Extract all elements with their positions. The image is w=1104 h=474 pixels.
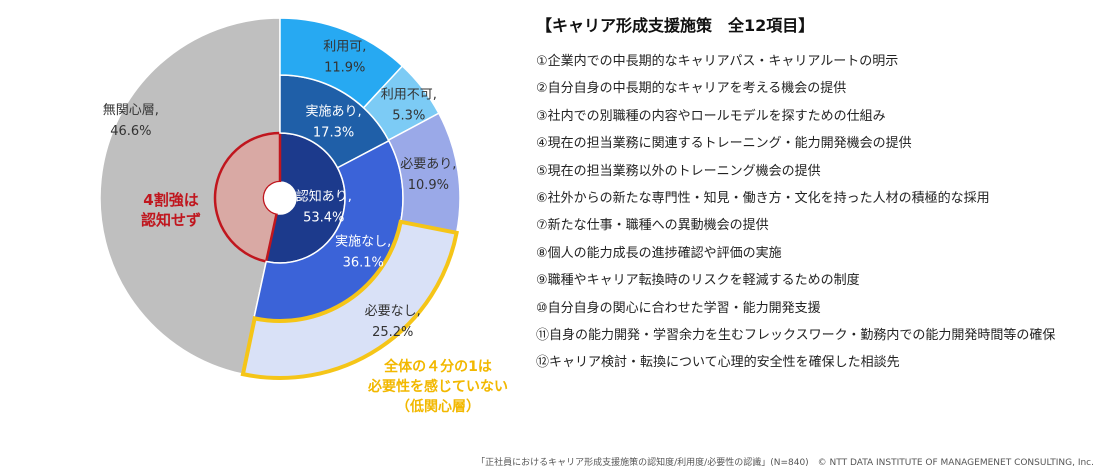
measure-item: ⑧個人の能力成長の進捗確認や評価の実施: [536, 245, 782, 261]
label-not-needed: 必要なし, 25.2%: [365, 304, 421, 340]
measure-item: ⑨職種やキャリア転換時のリスクを軽減するための制度: [536, 273, 860, 289]
measures-panel: 【キャリア形成支援施策 全12項目】 ①企業内での中長期的なキャリアパス・キャリ…: [536, 10, 1102, 377]
label-uninterested: 無関心層, 46.6%: [103, 103, 159, 139]
label-not-implemented: 実施なし, 36.1%: [335, 234, 391, 271]
measure-item: ⑤現在の担当業務以外のトレーニング機会の提供: [536, 163, 821, 179]
label-aware: 認知あり, 53.4%: [296, 188, 352, 225]
label-needed: 必要あり, 10.9%: [400, 157, 456, 193]
label-implemented: 実施あり, 17.3%: [306, 103, 362, 140]
measure-item: ⑫キャリア検討・転換について心理的安全性を確保した相談先: [536, 355, 900, 371]
measure-item: ③社内での別職種の内容やロールモデルを探すための仕組み: [536, 108, 886, 124]
measure-item: ①企業内での中長期的なキャリアパス・キャリアルートの明示: [536, 54, 899, 69]
sunburst-chart: 認知あり, 53.4% 実施あり, 17.3% 実施なし, 36.1% 利用可, 11.9% 利…: [99, 17, 461, 380]
measures-list: ①企業内での中長期的なキャリアパス・キャリアルートの明示 ②自分自身の中長期的なキ…: [536, 48, 1102, 377]
annotation-no-need: 全体の４分の1は 必要性を感じていない （低関心層）: [368, 359, 508, 415]
annotation-not-aware: 4割強は 認知せず: [140, 191, 201, 229]
chart-center-hole: [264, 182, 296, 214]
label-unusable: 利用不可, 5.3%: [381, 87, 437, 123]
label-usable: 利用可, 11.9%: [323, 39, 366, 75]
source-footer: 「正社員におけるキャリア形成支援施策の認知度/利用度/必要性の認識」(N=840…: [476, 458, 1094, 468]
measure-item: ⑪自身の能力開発・学習余力を生むフレックスワーク・勤務内での能力開発時間等の確保: [536, 327, 1056, 343]
measure-item: ⑦新たな仕事・職種への異動機会の提供: [536, 218, 769, 234]
highlight-no-need: [240, 219, 459, 380]
measure-item: ②自分自身の中長期的なキャリアを考える機会の提供: [536, 81, 847, 97]
measure-item: ④現在の担当業務に関連するトレーニング・能力開発機会の提供: [536, 136, 912, 152]
measure-item: ⑥社外からの新たな専門性・知見・働き方・文化を持った人材の積極的な採用: [536, 190, 990, 206]
panel-title: 【キャリア形成支援施策 全12項目】: [536, 16, 815, 35]
measure-item: ⑩自分自身の関心に合わせた学習・能力開発支援: [536, 300, 821, 316]
